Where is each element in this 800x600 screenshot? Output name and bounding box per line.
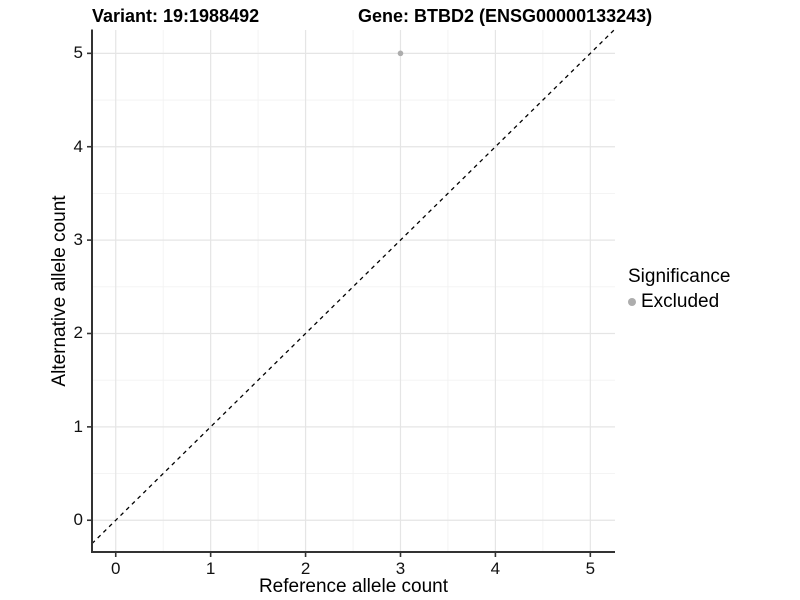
x-tick-label: 0 xyxy=(110,559,121,578)
legend: Significance Excluded xyxy=(628,266,730,313)
plot-title-variant: Variant: 19:1988492 xyxy=(92,6,260,26)
legend-point-icon xyxy=(628,298,636,306)
x-axis-title: Reference allele count xyxy=(258,576,449,597)
x-tick-label: 1 xyxy=(205,559,216,578)
plot-title-gene: Gene: BTBD2 (ENSG00000133243) xyxy=(358,6,653,26)
y-axis-title: Alternative allele count xyxy=(49,195,70,387)
y-tick-label: 0 xyxy=(73,510,83,530)
y-tick-label: 3 xyxy=(73,230,83,250)
x-tick-label: 2 xyxy=(300,559,311,578)
legend-item-excluded: Excluded xyxy=(628,291,730,313)
data-point xyxy=(397,50,404,57)
x-tick-label: 4 xyxy=(490,559,501,578)
y-tick-label: 2 xyxy=(73,323,83,343)
plot-panel xyxy=(87,29,615,557)
y-tick-label: 5 xyxy=(73,43,83,63)
x-tick-label: 3 xyxy=(395,559,406,578)
identity-line xyxy=(91,29,615,545)
y-tick-label: 1 xyxy=(73,416,83,436)
legend-title: Significance xyxy=(628,266,731,287)
legend-item-label: Excluded xyxy=(641,291,720,312)
y-tick-label: 4 xyxy=(73,136,83,156)
plot-canvas xyxy=(87,29,615,557)
x-tick-label: 5 xyxy=(585,559,596,578)
